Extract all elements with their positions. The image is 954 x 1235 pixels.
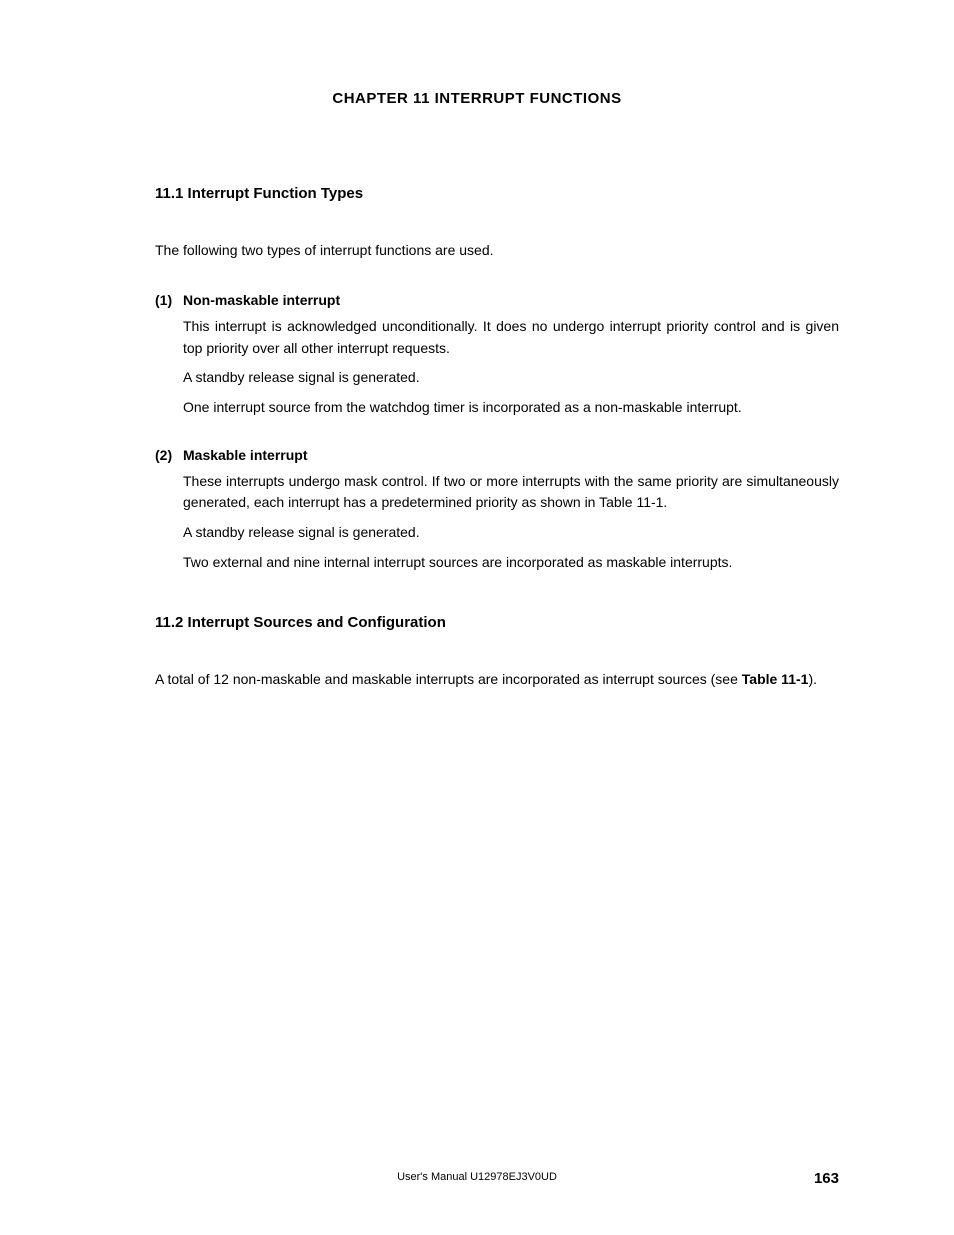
item2-p2: A standby release signal is generated. [183,522,839,544]
item1-p1: This interrupt is acknowledged unconditi… [183,316,839,359]
item2-body: These interrupts undergo mask control. I… [183,471,839,574]
item2-p3: Two external and nine internal interrupt… [183,552,839,574]
item1-number: (1) [155,292,183,308]
item1-p3: One interrupt source from the watchdog t… [183,397,839,419]
section2-intro-table-ref: Table 11-1 [742,671,809,687]
chapter-title: CHAPTER 11 INTERRUPT FUNCTIONS [115,90,839,107]
item1-p2: A standby release signal is generated. [183,367,839,389]
item-maskable: (2)Maskable interrupt These interrupts u… [155,447,839,574]
item2-number: (2) [155,447,183,463]
item2-title: Maskable interrupt [183,447,307,463]
section-heading-11-1: 11.1 Interrupt Function Types [155,185,839,202]
document-page: CHAPTER 11 INTERRUPT FUNCTIONS 11.1 Inte… [0,0,954,1235]
section1-intro: The following two types of interrupt fun… [155,242,839,258]
section-heading-11-2: 11.2 Interrupt Sources and Configuration [155,614,839,631]
section2-intro: A total of 12 non-maskable and maskable … [155,671,839,687]
item1-title: Non-maskable interrupt [183,292,340,308]
section2-intro-prefix: A total of 12 non-maskable and maskable … [155,671,742,687]
footer-text: User's Manual U12978EJ3V0UD [0,1171,954,1183]
page-number: 163 [814,1170,839,1187]
item1-heading: (1)Non-maskable interrupt [155,292,839,308]
item-non-maskable: (1)Non-maskable interrupt This interrupt… [155,292,839,419]
item2-p1: These interrupts undergo mask control. I… [183,471,839,514]
section2-intro-suffix: ). [808,671,817,687]
item1-body: This interrupt is acknowledged unconditi… [183,316,839,419]
item2-heading: (2)Maskable interrupt [155,447,839,463]
